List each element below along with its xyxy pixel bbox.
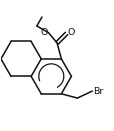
Text: O: O	[40, 28, 47, 37]
Text: O: O	[67, 28, 74, 37]
Text: Br: Br	[93, 87, 103, 96]
